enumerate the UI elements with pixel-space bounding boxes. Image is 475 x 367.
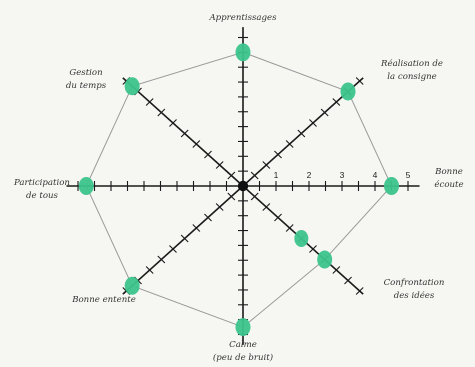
axis-tick-entente [145,266,154,274]
axis-label-line: des idées [394,290,435,301]
axis-label-calme: Calme (peu de bruit) [213,340,273,363]
marker-entente [124,276,140,295]
axis-tick-realisation [355,77,364,85]
axis-tick-realisation [309,119,317,127]
axis-label-line: écoute [434,179,463,190]
axis-tick-entente [169,245,177,253]
marker-participation [78,177,94,195]
labels-layer: 1 2 3 4 5 Apprentissages Réalisation de la cons… [13,13,464,363]
axis-tick-gestion [227,171,236,180]
axis-tick-confrontation [285,224,294,232]
axis-label-line: du temps [66,81,107,91]
marker-confrontation [317,250,333,269]
axis-label-line: Apprentissages [208,13,277,23]
axis-line-entente [122,185,244,295]
axis-tick-gestion [157,108,166,117]
axis-tick-realisation [332,98,341,106]
axis-tick-realisation [297,129,306,138]
axis-label-gestion: Gestion du temps [66,68,107,91]
axis-label-line: Confrontation [384,278,445,288]
axis-tick-confrontation [332,266,341,274]
axis-label-line: Bonne [434,167,463,177]
axis-tick-entente [180,234,189,243]
marker-realisation [340,82,356,101]
axis-tick-gestion [192,140,201,148]
axis-label-entente: Bonne entente [71,295,136,305]
axis-label-line: la consigne [387,72,436,82]
tick-label-5: 5 [406,170,411,180]
marker-calme [235,318,251,337]
axis-label-realisation: Réalisation de la consigne [380,58,443,82]
axis-tick-entente [204,213,212,222]
axis-tick-realisation [262,161,271,169]
tick-label-3: 3 [340,170,345,180]
axis-tick-entente [157,255,166,264]
axis-tick-confrontation [274,213,282,222]
axis-label-apprentissages: Apprentissages [208,13,277,23]
axis-tick-realisation [250,171,259,180]
axis-line-gestion [122,77,244,187]
axis-label-confrontation: Confrontation des idées [384,278,445,301]
tick-label-2: 2 [307,170,312,180]
axis-label-line: de tous [26,191,58,201]
axis-tick-confrontation [309,245,317,253]
axis-tick-realisation [320,108,329,117]
axis-tick-confrontation [355,287,364,295]
axis-tick-gestion [204,150,212,159]
axis-tick-realisation [285,140,294,148]
axis-label-line: Bonne entente [71,295,136,305]
axis-label-line: Calme [229,340,257,350]
tick-label-4: 4 [373,170,378,180]
axis-tick-confrontation [262,203,271,211]
axis-tick-gestion [169,119,177,127]
center-dot [237,180,249,192]
tick-label-1: 1 [274,170,279,180]
marks-layer [78,43,399,337]
extra-marker-confrontation [294,230,309,248]
axis-tick-entente [192,224,201,232]
marker-ecoute [384,177,399,195]
marker-apprentissages [235,43,251,62]
axis-label-line: Réalisation de [380,58,443,69]
axis-tick-realisation [274,150,282,159]
axis-tick-gestion [145,98,154,106]
axis-label-line: Gestion [69,68,102,78]
axis-tick-entente [227,192,236,201]
axis-tick-confrontation [344,276,352,285]
axis-tick-confrontation [250,192,259,201]
axis-label-line: (peu de bruit) [213,352,273,363]
marker-gestion [124,77,140,96]
axis-tick-gestion [180,129,189,138]
axis-label-line: Participation [13,178,70,188]
axis-label-ecoute: Bonne écoute [434,167,463,190]
axis-tick-gestion [215,161,224,169]
axis-tick-entente [215,203,224,211]
axis-label-participation: Participation de tous [13,178,70,201]
